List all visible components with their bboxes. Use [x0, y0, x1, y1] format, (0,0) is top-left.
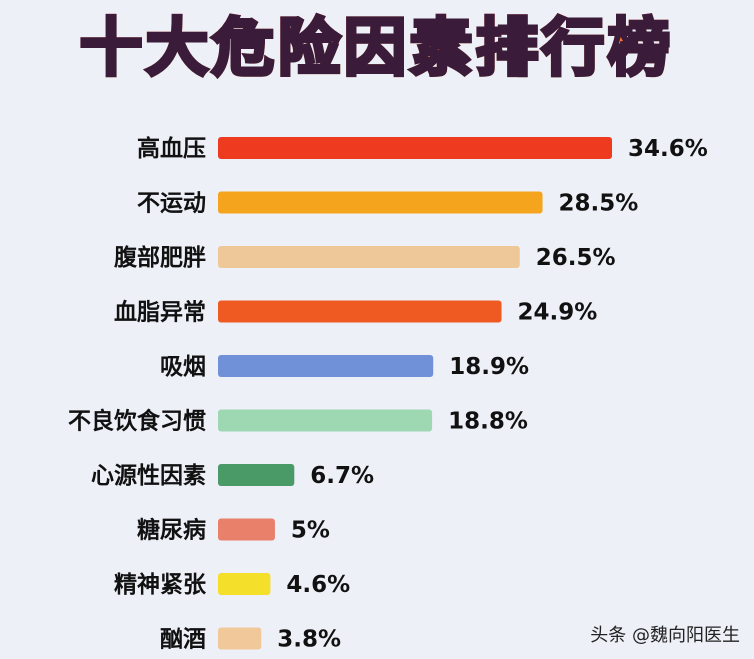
- bar: [218, 137, 612, 159]
- category-label: 不运动: [137, 191, 206, 217]
- value-label: 6.7%: [310, 463, 374, 489]
- watermark: 头条 @魏向阳医生: [590, 625, 740, 646]
- bar: [218, 627, 262, 650]
- category-label: 糖尿病: [137, 517, 206, 544]
- category-label: 高血压: [137, 135, 206, 162]
- category-label: 血脂异常: [114, 299, 206, 326]
- value-label: 4.6%: [286, 572, 350, 598]
- value-label: 24.9%: [518, 300, 598, 326]
- category-label: 心源性因素: [91, 462, 206, 489]
- category-label: 不良饮食习惯: [68, 408, 206, 435]
- value-label: 28.5%: [559, 191, 639, 217]
- value-label: 34.6%: [628, 136, 708, 162]
- value-label: 26.5%: [536, 245, 616, 271]
- bar: [218, 355, 434, 377]
- value-label: 5%: [291, 518, 330, 544]
- category-label: 酗酒: [160, 627, 206, 653]
- bar: [218, 518, 275, 541]
- category-label: 精神紧张: [114, 571, 207, 598]
- value-label: 18.8%: [448, 409, 528, 435]
- value-label: 18.9%: [449, 354, 529, 380]
- bar: [218, 464, 295, 486]
- chart-title: 十大危险因素排行榜: [0, 8, 754, 88]
- bar: [218, 409, 433, 432]
- bar: [218, 246, 520, 268]
- category-label: 腹部肥胖: [114, 244, 206, 271]
- value-label: 3.8%: [277, 627, 341, 653]
- bar: [218, 191, 543, 214]
- category-label: 吸烟: [160, 354, 206, 380]
- bar: [218, 573, 271, 595]
- bar: [218, 300, 502, 323]
